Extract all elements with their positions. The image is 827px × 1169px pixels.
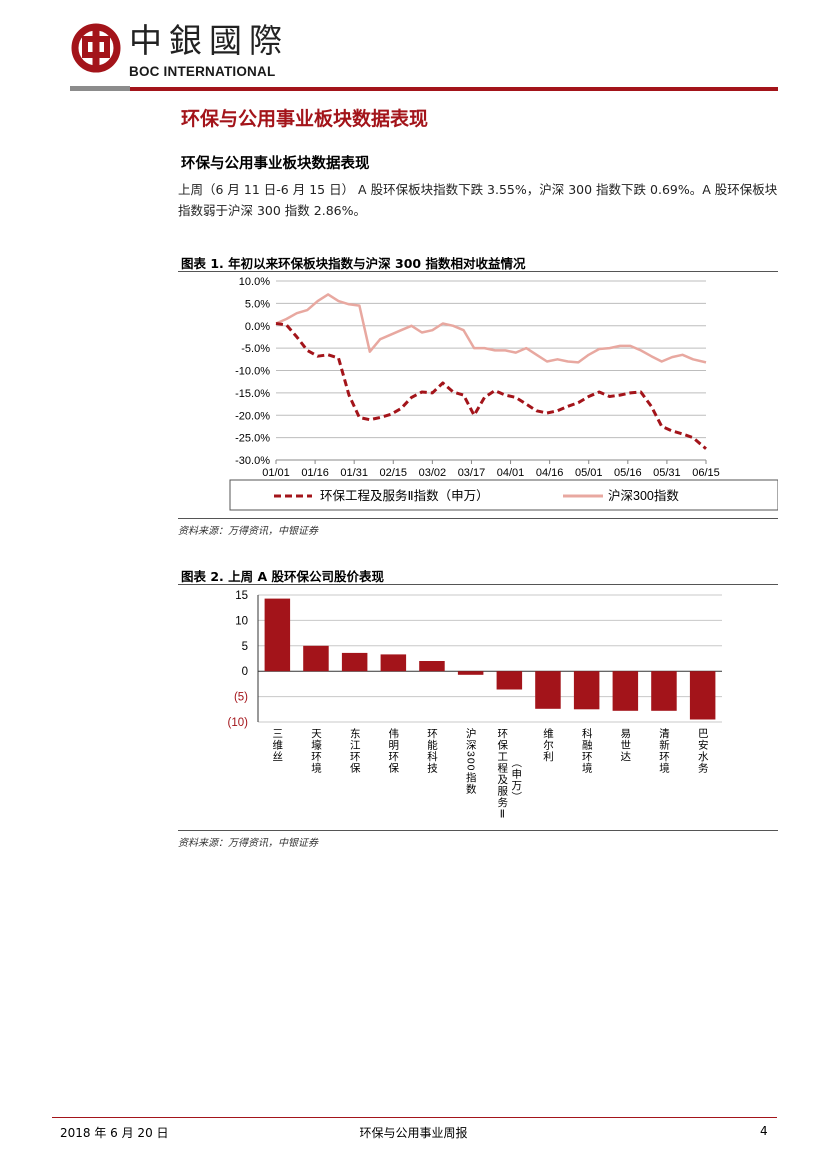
bar <box>457 671 484 675</box>
svg-text:东江环保: 东江环保 <box>349 727 361 774</box>
figure2-bottom-rule <box>178 830 778 831</box>
figure2-top-rule <box>178 584 778 585</box>
x-category-label: 科融环境 <box>581 727 593 774</box>
x-category-label: 清新环境 <box>658 727 670 774</box>
bar <box>689 671 716 720</box>
footer-date: 2018 年 6 月 20 日 <box>60 1126 169 1140</box>
svg-text:（申万）: （申万） <box>510 757 522 803</box>
bar <box>535 671 561 709</box>
svg-text:伟明环保: 伟明环保 <box>387 727 399 774</box>
x-category-label: 维尔利 <box>542 727 554 762</box>
bar <box>303 645 329 672</box>
x-tick-label: 01/01 <box>262 467 290 479</box>
bar <box>612 671 639 711</box>
bar <box>496 671 523 690</box>
section-title: 环保与公用事业板块数据表现 <box>181 108 429 130</box>
x-tick-label: 03/17 <box>458 467 486 479</box>
legend-label-env-index: 环保工程及服务Ⅱ指数（申万） <box>320 488 489 503</box>
y-tick-label: 0 <box>242 666 248 678</box>
x-category-label: 环保工程及服务Ⅱ （申万） <box>496 728 522 822</box>
x-tick-label: 04/16 <box>536 467 564 479</box>
y-tick-label: 10 <box>235 615 248 627</box>
x-tick-label: 01/16 <box>301 467 329 479</box>
x-category-label: 天壕环境 <box>310 728 322 774</box>
y-tick-label: 5 <box>242 641 248 653</box>
x-category-label: 巴安水务 <box>697 728 709 774</box>
x-category-label: 东江环保 <box>349 727 361 774</box>
y-tick-label: -10.0% <box>235 366 270 378</box>
x-category-label: 易世达 <box>619 728 631 763</box>
y-tick-label: -5.0% <box>241 343 270 355</box>
sub-title: 环保与公用事业板块数据表现 <box>181 156 370 172</box>
x-tick-label: 05/16 <box>614 467 642 479</box>
line-chart: 10.0% 5.0% 0.0% -5.0% -10.0% -15.0% -20.0% -25.… <box>229 276 778 511</box>
x-category-label: 伟明环保 <box>387 727 399 774</box>
x-category-label: 三维丝 <box>271 728 283 763</box>
x-tick-label: 05/01 <box>575 467 603 479</box>
svg-text:科融环境: 科融环境 <box>581 727 593 774</box>
svg-text:沪深300指数: 沪深300指数 <box>465 727 477 794</box>
x-category-label: 环能科技 <box>426 728 438 774</box>
y-tick-label: -30.0% <box>235 455 270 467</box>
figure2-source: 资料来源：万得资讯，中银证券 <box>178 838 318 849</box>
legend: 环保工程及服务Ⅱ指数（申万） 沪深300指数 <box>229 479 778 511</box>
y-tick-label: (5) <box>234 692 248 704</box>
y-tick-label: 0.0% <box>245 321 270 333</box>
series-line-csi300 <box>275 293 707 364</box>
x-tick-label: 06/15 <box>692 467 720 479</box>
footer-rule <box>52 1117 777 1118</box>
y-tick-label: 10.0% <box>239 276 270 288</box>
y-tick-label: -15.0% <box>235 388 270 400</box>
bar <box>341 652 368 672</box>
legend-box <box>229 479 778 511</box>
boc-logo <box>71 23 121 73</box>
footer-title: 环保与公用事业周报 <box>359 1126 468 1140</box>
series-line-env-index <box>275 322 707 450</box>
svg-text:易世达: 易世达 <box>619 728 631 763</box>
logo-chinese-name: 中銀國際 <box>129 21 289 60</box>
y-tick-label: -25.0% <box>235 433 270 445</box>
figure2-title: 图表 2. 上周 A 股环保公司股价表现 <box>181 569 385 584</box>
x-tick-label: 04/01 <box>497 467 525 479</box>
y-tick-label: 5.0% <box>245 298 270 310</box>
bar-chart: 15 10 5 0 (5) (10) 三维丝 天壕环境 东江环保 伟明环保 环能科技 沪深300指数 环… <box>228 590 722 822</box>
body-paragraph: 上周（6 月 11 日-6 月 15 日） A 股环保板块指数下跌 3.55%，… <box>178 182 778 218</box>
header-rule-accent <box>70 86 130 91</box>
svg-text:巴安水务: 巴安水务 <box>697 728 709 774</box>
svg-text:清新环境: 清新环境 <box>658 727 670 774</box>
svg-text:三维丝: 三维丝 <box>271 728 283 763</box>
bar <box>380 654 407 672</box>
bar <box>419 661 445 672</box>
y-tick-label: (10) <box>228 717 249 729</box>
bar <box>651 671 677 711</box>
bar <box>264 598 291 672</box>
svg-text:环能科技: 环能科技 <box>426 728 438 774</box>
x-tick-label: 01/31 <box>340 467 368 479</box>
page-number: 4 <box>760 1124 768 1138</box>
y-tick-label: 15 <box>235 590 248 602</box>
bar <box>573 671 600 710</box>
x-tick-label: 05/31 <box>653 467 681 479</box>
svg-text:天壕环境: 天壕环境 <box>310 728 322 774</box>
y-tick-label: -20.0% <box>235 410 270 422</box>
figure1-title: 图表 1. 年初以来环保板块指数与沪深 300 指数相对收益情况 <box>181 256 526 271</box>
figure1-bottom-rule <box>178 518 778 519</box>
figure1-source: 资料来源：万得资讯，中银证券 <box>178 526 318 537</box>
svg-text:环保工程及服务Ⅱ: 环保工程及服务Ⅱ <box>496 728 508 822</box>
svg-text:维尔利: 维尔利 <box>542 727 554 762</box>
legend-label-csi300: 沪深300指数 <box>608 488 679 503</box>
x-tick-label: 03/02 <box>419 467 447 479</box>
logo-english-name: BOC INTERNATIONAL <box>129 64 276 79</box>
x-tick-label: 02/15 <box>380 467 408 479</box>
x-category-label: 沪深300指数 <box>465 727 477 794</box>
header-rule <box>70 87 778 91</box>
figure1-top-rule <box>178 271 778 272</box>
